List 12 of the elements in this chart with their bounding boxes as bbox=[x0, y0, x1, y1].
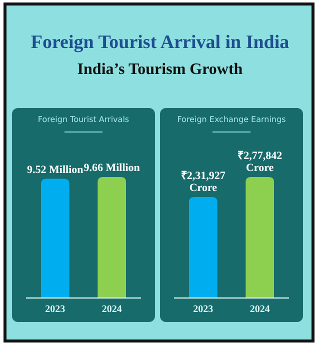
x-tick-label: 2023 bbox=[193, 304, 214, 315]
data-label: ₹2,77,842 Crore bbox=[238, 150, 283, 174]
text: India’s Tourism Growth bbox=[77, 61, 243, 78]
text: Foreign Tourist Arrival in India bbox=[30, 32, 290, 53]
chart-title: Foreign Tourist Arrivals bbox=[38, 115, 130, 124]
x-tick-label: 2024 bbox=[250, 304, 270, 315]
chart-title: Foreign Exchange Earnings bbox=[177, 115, 286, 124]
x-tick-label: 2024 bbox=[102, 304, 122, 315]
data-label: 9.66 Million bbox=[84, 162, 140, 174]
data-label: ₹2,31,927 Crore bbox=[180, 170, 226, 194]
x-tick-label: 2023 bbox=[45, 304, 66, 315]
data-label: 9.52 Million bbox=[27, 164, 84, 176]
